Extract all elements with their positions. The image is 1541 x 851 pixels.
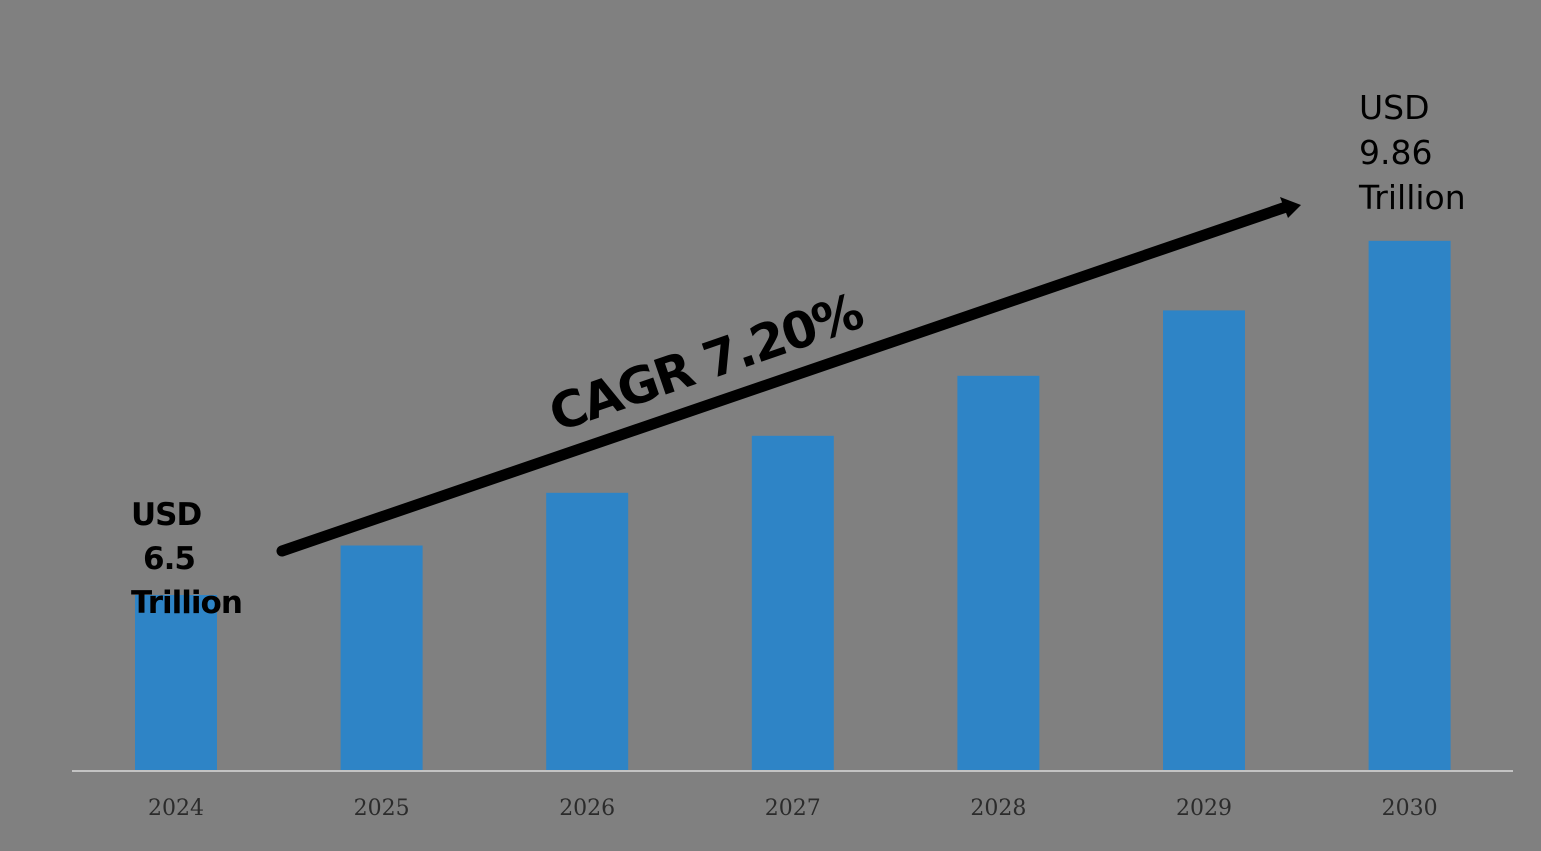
bar-2028 bbox=[957, 375, 1040, 770]
end-value-annotation-line2: 9.86 bbox=[1359, 133, 1432, 172]
bar-2024 bbox=[135, 595, 217, 770]
start-value-annotation-line1: USD bbox=[131, 497, 201, 533]
x-tick-label-2027: 2027 bbox=[765, 796, 821, 821]
x-tick-label-2030: 2030 bbox=[1382, 796, 1438, 821]
bar-2025 bbox=[340, 545, 423, 770]
x-tick-label-2028: 2028 bbox=[970, 796, 1026, 821]
end-value-annotation-line1: USD bbox=[1359, 88, 1430, 127]
bar-2026 bbox=[546, 492, 629, 770]
growth-arrow-head-icon bbox=[1280, 197, 1301, 218]
x-tick-label-2029: 2029 bbox=[1176, 796, 1232, 821]
end-value-annotation-line3: Trillion bbox=[1358, 178, 1466, 217]
start-value-annotation-line2: 6.5 bbox=[143, 541, 195, 577]
start-value-annotation-line3: Trillion bbox=[131, 585, 242, 621]
x-tick-label-2026: 2026 bbox=[559, 796, 615, 821]
bar-2029 bbox=[1163, 310, 1245, 770]
growth-arrow-line bbox=[276, 201, 1292, 557]
bar-2030 bbox=[1368, 240, 1451, 771]
x-tick-label-2024: 2024 bbox=[148, 796, 204, 821]
bar-2027 bbox=[751, 435, 834, 770]
x-tick-label-2025: 2025 bbox=[354, 796, 410, 821]
x-tick-labels: 2024 2025 2026 2027 2028 2029 2030 bbox=[148, 796, 1438, 821]
bars-group bbox=[135, 240, 1451, 771]
